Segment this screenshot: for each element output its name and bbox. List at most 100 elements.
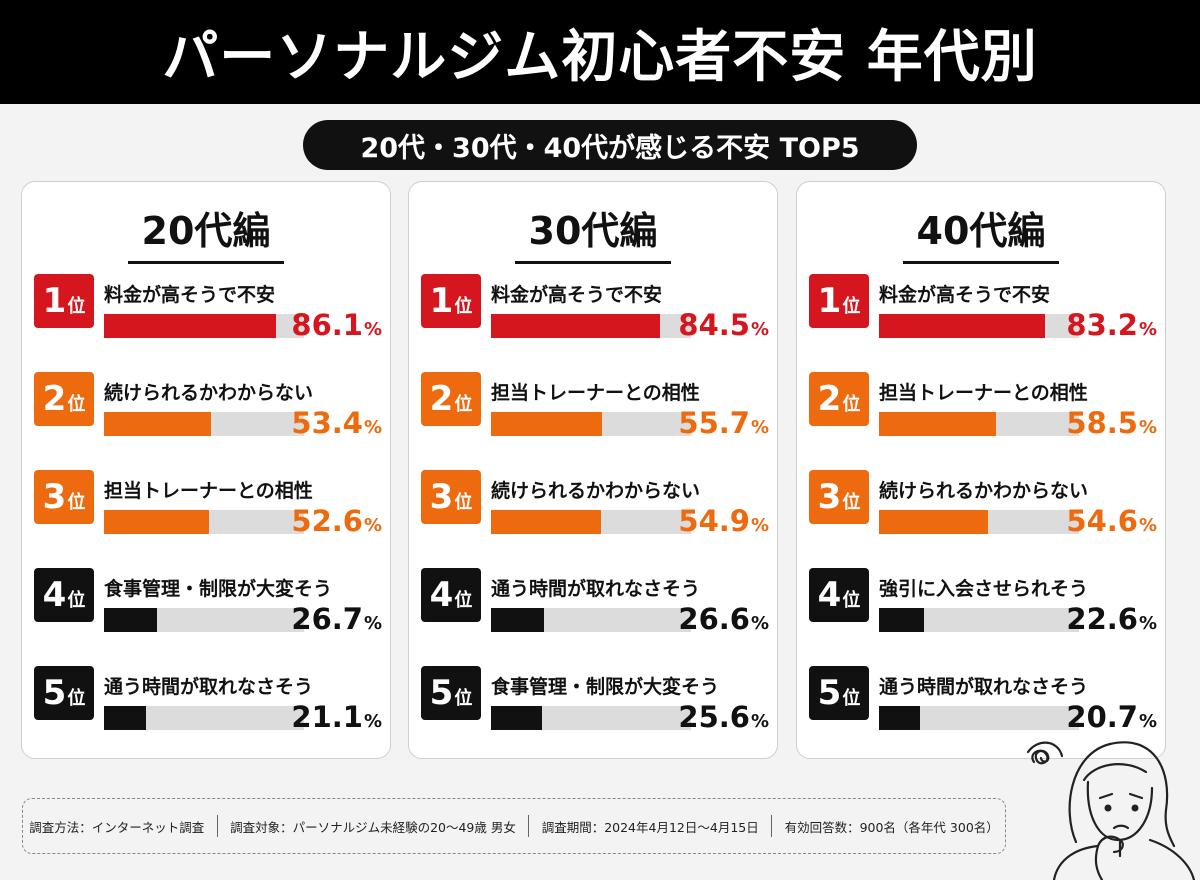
- category-label: 食事管理・制限が大変そう: [104, 578, 333, 600]
- rank-row: 3 位続けられるかわからない 54.9%: [409, 470, 777, 566]
- bar: [104, 314, 277, 338]
- category-label: 通う時間が取れなさそう: [104, 676, 314, 698]
- rank-row: 2 位担当トレーナーとの相性 58.5%: [797, 372, 1165, 468]
- value-label: 53.4%: [291, 406, 382, 440]
- bar: [879, 608, 925, 632]
- bar: [104, 608, 158, 632]
- value-number: 54.9: [678, 504, 750, 538]
- value-number: 52.6: [291, 504, 363, 538]
- value-number: 25.6: [678, 700, 750, 734]
- rank-number: 5: [817, 673, 842, 713]
- bar: [879, 412, 996, 436]
- bar-track: [879, 314, 1079, 338]
- category-label: 強引に入会させられそう: [879, 578, 1089, 600]
- rank-row: 5 位食事管理・制限が大変そう 25.6%: [409, 666, 777, 762]
- age-panel: 40代編 1 位料金が高そうで不安 83.2% 2 位担当トレーナーとの相性 58.5% 3 位…: [796, 181, 1166, 759]
- bar: [104, 706, 147, 730]
- category-label: 通う時間が取れなさそう: [879, 676, 1089, 698]
- value-number: 55.7: [678, 406, 750, 440]
- survey-target: 調査対象：パーソナルジム未経験の20～49歳 男女: [230, 819, 516, 835]
- value-number: 53.4: [291, 406, 363, 440]
- category-label: 続けられるかわからない: [491, 480, 701, 502]
- footer-divider: [528, 815, 530, 837]
- rank-unit: 位: [454, 492, 473, 513]
- category-label: 通う時間が取れなさそう: [491, 578, 701, 600]
- category-label: 料金が高そうで不安: [879, 284, 1051, 306]
- category-label: 担当トレーナーとの相性: [104, 480, 313, 502]
- rank-unit: 位: [842, 688, 861, 709]
- rank-row: 3 位担当トレーナーとの相性 52.6%: [22, 470, 390, 566]
- category-label: 続けられるかわからない: [104, 382, 314, 404]
- category-label: 担当トレーナーとの相性: [879, 382, 1088, 404]
- category-label: 続けられるかわからない: [879, 480, 1089, 502]
- value-label: 84.5%: [678, 308, 769, 342]
- bar: [879, 706, 921, 730]
- percent-sign: %: [1138, 711, 1157, 732]
- percent-sign: %: [1138, 319, 1157, 340]
- rank-unit: 位: [842, 296, 861, 317]
- age-panel: 30代編 1 位料金が高そうで不安 84.5% 2 位担当トレーナーとの相性 55.7% 3 位…: [408, 181, 778, 759]
- rank-row: 2 位続けられるかわからない 53.4%: [22, 372, 390, 468]
- rank-unit: 位: [67, 590, 86, 611]
- rank-number: 4: [42, 575, 67, 615]
- bar: [491, 608, 545, 632]
- value-label: 26.6%: [678, 602, 769, 636]
- bar-track: [879, 510, 1079, 534]
- percent-sign: %: [1138, 613, 1157, 634]
- panel-heading-wrap: 30代編: [409, 200, 777, 264]
- bar: [879, 314, 1046, 338]
- rank-row: 5 位通う時間が取れなさそう 20.7%: [797, 666, 1165, 762]
- rank-number: 3: [42, 477, 67, 517]
- value-label: 52.6%: [291, 504, 382, 538]
- survey-info-footer: 調査方法：インターネット調査 調査対象：パーソナルジム未経験の20～49歳 男女…: [22, 798, 1006, 854]
- value-label: 54.9%: [678, 504, 769, 538]
- worried-woman-icon: [1026, 741, 1196, 880]
- percent-sign: %: [363, 515, 382, 536]
- rank-unit: 位: [67, 492, 86, 513]
- bar: [491, 510, 601, 534]
- rank-number: 3: [429, 477, 454, 517]
- rank-number: 2: [817, 379, 842, 419]
- age-panel: 20代編 1 位料金が高そうで不安 86.1% 2 位続けられるかわからない 53.4% 3 位…: [21, 181, 391, 759]
- bar-track: [104, 412, 304, 436]
- bar: [879, 510, 989, 534]
- bar: [104, 510, 210, 534]
- bar: [104, 412, 211, 436]
- bar: [491, 412, 603, 436]
- category-label: 料金が高そうで不安: [104, 284, 276, 306]
- percent-sign: %: [363, 711, 382, 732]
- percent-sign: %: [1138, 515, 1157, 536]
- rank-row: 5 位通う時間が取れなさそう 21.1%: [22, 666, 390, 762]
- value-number: 86.1: [291, 308, 363, 342]
- panel-heading-wrap: 40代編: [797, 200, 1165, 264]
- value-number: 21.1: [291, 700, 363, 734]
- rank-row: 1 位料金が高そうで不安 83.2%: [797, 274, 1165, 370]
- value-number: 26.7: [291, 602, 363, 636]
- rank-unit: 位: [67, 688, 86, 709]
- percent-sign: %: [750, 515, 769, 536]
- rank-number: 2: [429, 379, 454, 419]
- rank-row: 4 位食事管理・制限が大変そう 26.7%: [22, 568, 390, 664]
- bar-track: [104, 314, 304, 338]
- rank-row: 2 位担当トレーナーとの相性 55.7%: [409, 372, 777, 468]
- page-subtitle: 20代・30代・40代が感じる不安 TOP5: [303, 120, 917, 170]
- value-number: 83.2: [1066, 308, 1138, 342]
- percent-sign: %: [363, 319, 382, 340]
- value-label: 58.5%: [1066, 406, 1157, 440]
- value-label: 22.6%: [1066, 602, 1157, 636]
- rank-number: 1: [42, 281, 67, 321]
- rank-unit: 位: [842, 590, 861, 611]
- rank-number: 5: [429, 673, 454, 713]
- panel-heading: 20代編: [127, 200, 285, 264]
- bar-track: [491, 706, 691, 730]
